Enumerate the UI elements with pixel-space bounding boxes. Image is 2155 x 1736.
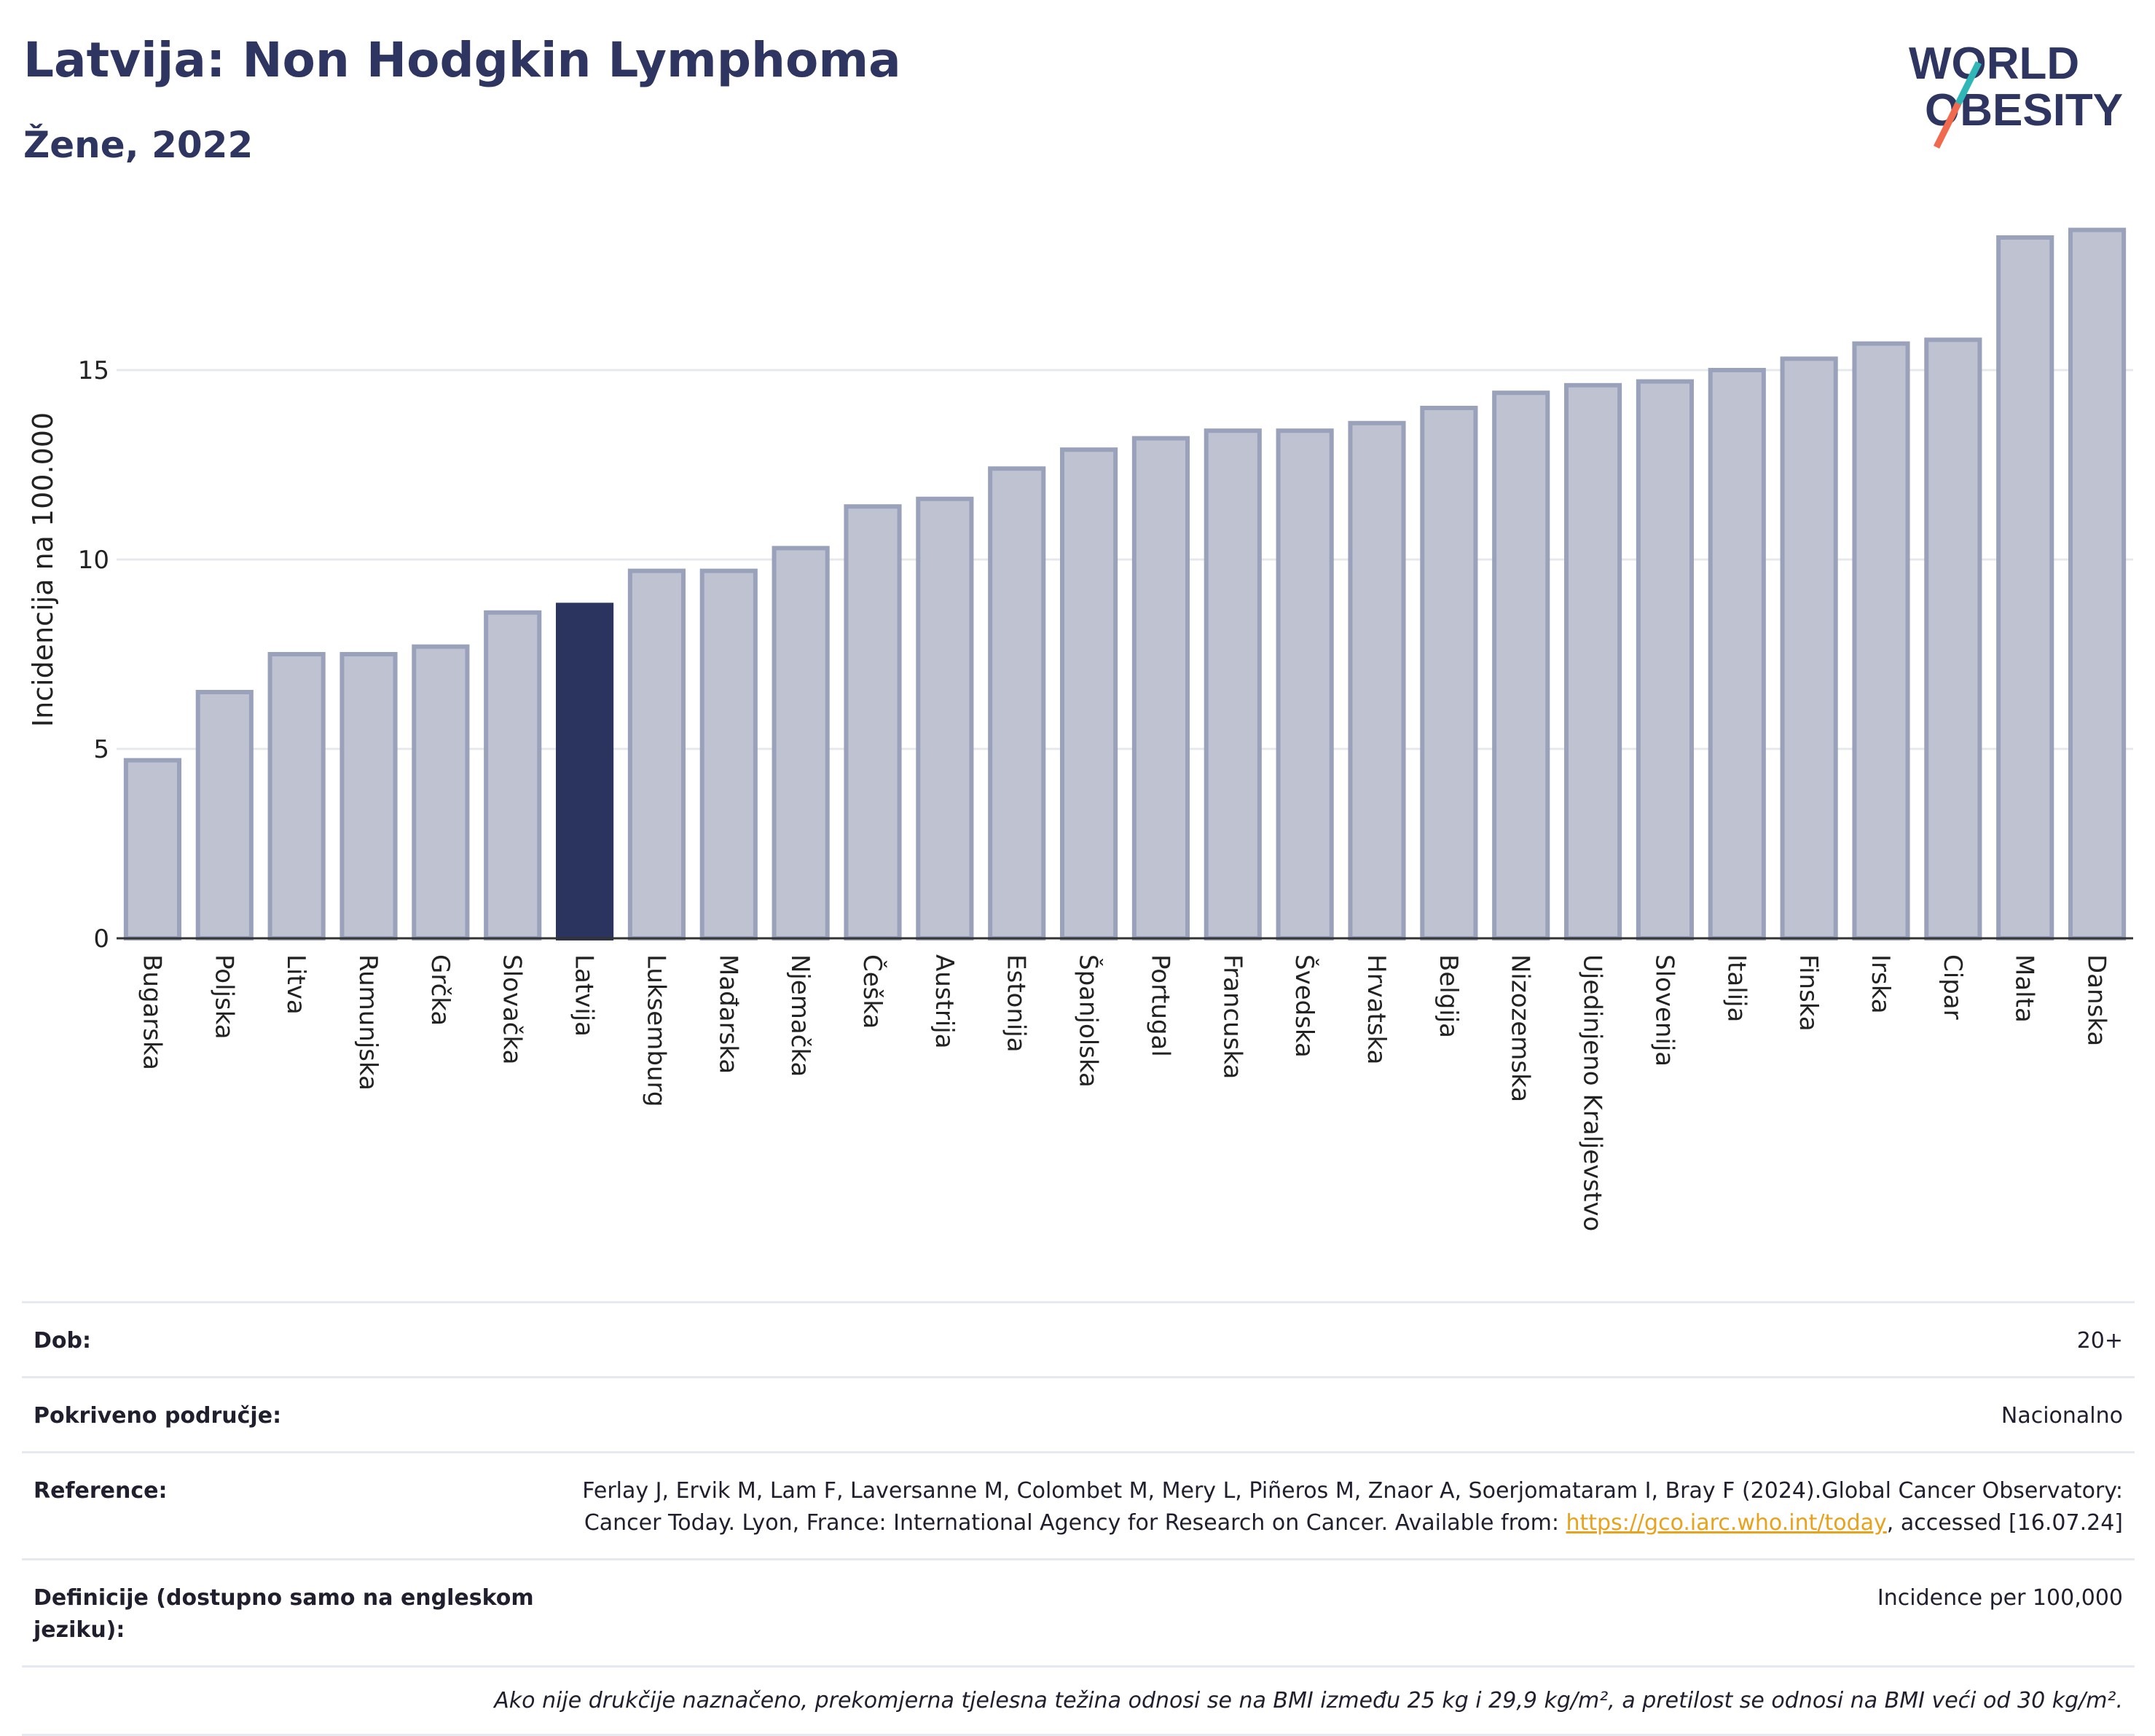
bar-litva [267, 652, 326, 940]
world-obesity-logo: WORLD OBESITY [1909, 39, 2123, 149]
reference-text: Ferlay J, Ervik M, Lam F, Laversanne M, … [582, 1478, 2123, 1536]
info-row-age: Dob: 20+ [22, 1301, 2135, 1376]
x-tick-label: Italija [1722, 954, 1751, 1022]
x-tick-label: Hrvatska [1362, 954, 1391, 1064]
logo-line1: WORLD [1909, 39, 2079, 89]
x-tick-label: Finska [1794, 954, 1823, 1032]
x-tick-label: Njemačka [785, 954, 814, 1077]
x-tick-label: Nizozemska [1506, 954, 1535, 1102]
bar-cipar [1924, 337, 1982, 940]
x-tick-label: Grčka [425, 954, 455, 1026]
x-tick-label: Mađarska [713, 954, 742, 1074]
bar-danska [2068, 227, 2127, 941]
x-tick-label: Ujedinjeno Kraljevstvo [1578, 954, 1607, 1231]
bars-layer [123, 227, 2127, 941]
bar-slovačka [484, 610, 542, 940]
x-tick-label: Slovenija [1649, 954, 1679, 1067]
bar-chart: 0 5 10 15 Bugarska Poljska Litva Rumunjska Grčka… [27, 227, 2133, 1231]
x-tick-label: Češka [857, 954, 887, 1029]
bmi-note: Ako nije drukčije naznačeno, prekomjerna… [22, 1665, 2135, 1736]
bar-grčka [412, 644, 470, 940]
info-value-coverage: Nacionalno [2001, 1403, 2123, 1429]
chart-subtitle: Žene, 2022 [23, 124, 254, 166]
x-tick-label: Irska [1866, 954, 1895, 1014]
x-tick-label: Estonija [1002, 954, 1031, 1053]
x-tick-label: Litva [281, 954, 310, 1015]
logo-slash-teal [1953, 60, 1982, 109]
y-axis-label: Incidencija na 100.000 [27, 412, 59, 727]
y-tick-label: 10 [78, 546, 109, 575]
x-tick-label: Poljska [209, 954, 238, 1040]
x-tick-label: Slovačka [498, 954, 527, 1064]
chart-title: Latvija: Non Hodgkin Lymphoma [23, 32, 901, 88]
info-row-reference: Reference: Ferlay J, Ervik M, Lam F, Lav… [22, 1451, 2135, 1558]
x-tick-label: Belgija [1434, 954, 1463, 1038]
info-label-reference: Reference: [34, 1478, 168, 1504]
info-table: Dob: 20+ Pokriveno područje: Nacionalno … [22, 1301, 2135, 1736]
x-tick-label: Luksemburg [641, 954, 670, 1107]
info-label-definitions: Definicije (dostupno samo na engleskom j… [34, 1585, 534, 1643]
x-tick-label: Latvija [570, 954, 599, 1037]
bar-irska [1852, 341, 1910, 941]
bar-mađarska [699, 568, 758, 940]
x-tick-label: Portugal [1145, 954, 1174, 1057]
bar-malta [1996, 235, 2054, 940]
bar-njemačka [772, 546, 830, 940]
x-tick-label: Danska [2082, 954, 2111, 1046]
bar-rumunjska [339, 652, 398, 940]
y-tick-label: 0 [93, 924, 109, 954]
x-tick-label: Rumunjska [353, 954, 382, 1091]
bar-nizozemska [1492, 390, 1550, 940]
info-label-age: Dob: [34, 1328, 91, 1354]
reference-link[interactable]: https://gco.iarc.who.int/today [1566, 1510, 1887, 1536]
info-value-definitions: Incidence per 100,000 [1877, 1585, 2123, 1611]
bar-francuska [1204, 428, 1262, 940]
bar-švedska [1276, 428, 1334, 940]
info-label-coverage: Pokriveno područje: [34, 1403, 282, 1429]
bar-latvija [555, 602, 614, 941]
bar-ujedinjeno-kraljevstvo [1563, 382, 1622, 940]
bar-bugarska [123, 758, 182, 940]
bar-hrvatska [1348, 420, 1406, 940]
axis-layer: 0 5 10 15 Bugarska Poljska Litva Rumunjska Grčka… [78, 356, 2133, 1231]
bar-portugal [1131, 436, 1190, 940]
info-value-reference: Ferlay J, Ervik M, Lam F, Laversanne M, … [558, 1475, 2123, 1539]
bar-slovenija [1636, 379, 1695, 940]
x-tick-label: Cipar [1938, 954, 1967, 1020]
bar-belgija [1420, 406, 1478, 940]
y-tick-label: 15 [78, 356, 109, 385]
bar-finska [1780, 356, 1838, 940]
bar-estonija [988, 466, 1046, 940]
info-row-coverage: Pokriveno područje: Nacionalno [22, 1376, 2135, 1451]
logo-slash-coral [1933, 101, 1962, 149]
x-tick-label: Malta [2010, 954, 2039, 1023]
info-value-age: 20+ [2076, 1328, 2123, 1354]
bar-poljska [195, 690, 254, 940]
info-row-definitions: Definicije (dostupno samo na engleskom j… [22, 1558, 2135, 1665]
bar-španjolska [1059, 447, 1118, 940]
x-tick-label: Francuska [1217, 954, 1247, 1079]
bar-italija [1708, 368, 1766, 940]
x-tick-label: Bugarska [137, 954, 166, 1070]
bar-luksemburg [627, 568, 686, 940]
x-tick-label: Španjolska [1074, 954, 1104, 1088]
bar-češka [844, 504, 902, 940]
x-tick-label: Austrija [930, 954, 959, 1049]
reference-accessed: , accessed [16.07.24] [1886, 1510, 2123, 1536]
x-tick-label: Švedska [1290, 954, 1319, 1058]
bar-austrija [916, 496, 974, 940]
y-tick-label: 5 [93, 735, 109, 764]
